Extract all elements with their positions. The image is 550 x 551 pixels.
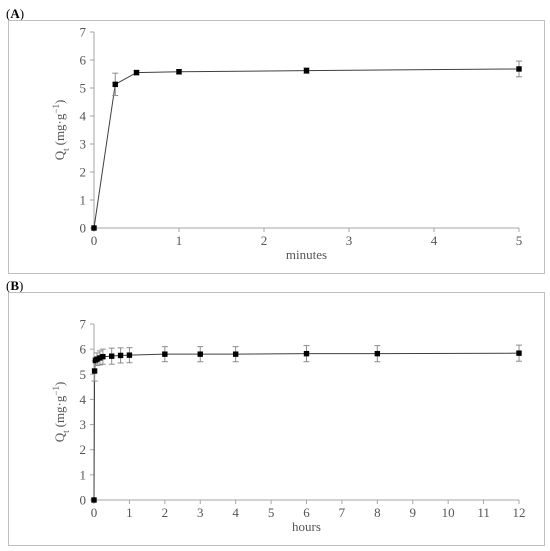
y-tick-label: 2 [80,165,87,180]
data-point [516,350,522,356]
panel-label-open: ( [6,278,11,293]
data-point [133,69,140,76]
data-point [109,353,115,359]
y-tick-label: 5 [80,367,87,382]
y-tick-label: 7 [80,317,87,332]
panel-label-a: (A) [6,6,24,22]
x-tick-label: 3 [346,233,353,248]
data-point [176,69,182,75]
data-point [91,497,97,503]
y-tick-label: 0 [80,493,87,508]
x-tick-label: 4 [431,233,438,248]
data-point [126,352,133,358]
chart-frame [8,20,545,274]
y-tick-label: 4 [80,109,87,124]
x-tick-label: 1 [176,233,183,248]
data-point [516,66,522,72]
y-label-close: ) [52,100,67,104]
data-point [117,352,124,359]
y-tick-label: 1 [80,467,87,482]
y-axis-label: Qt (mg·g−1) [51,100,71,161]
y-axis-label: Qt (mg·g−1) [51,382,71,443]
x-tick-label: 9 [410,505,417,520]
x-tick-label: 6 [303,505,310,520]
data-point [374,350,381,357]
data-point [91,368,98,374]
chart-frame [8,292,545,546]
x-tick-label: 5 [516,233,523,248]
panel-label-letter: B [10,278,20,293]
data-point [303,67,310,74]
x-tick-label: 3 [197,505,204,520]
data-point [303,350,310,357]
y-tick-label: 3 [80,417,87,432]
data-point [112,81,118,88]
y-label-unit: (mg·g [52,395,67,427]
y-label-close: ) [52,382,67,386]
panel-label-close: ) [19,278,24,293]
x-tick-label: 4 [232,505,239,520]
y-tick-label: 6 [80,53,87,68]
y-tick-label: 2 [80,442,87,457]
y-label-exp: −1 [51,104,61,114]
data-point [162,351,168,357]
y-label-unit: (mg·g [52,113,67,145]
x-tick-label: 0 [91,505,98,520]
y-label-sub: t [61,430,71,433]
series-line [93,68,520,229]
x-tick-label: 0 [91,233,98,248]
data-point [97,355,103,361]
series-line [93,352,520,501]
y-label-sub: t [61,148,71,151]
data-point [232,351,239,357]
panel-label-b: (B) [6,278,23,294]
y-tick-label: 1 [80,193,87,208]
data-point [94,356,100,362]
panel-label-letter: A [10,6,20,21]
data-point [100,353,106,360]
y-label-main: Q [52,150,67,160]
x-tick-label: 8 [374,505,381,520]
y-tick-label: 6 [80,342,87,357]
y-tick-label: 3 [80,137,87,152]
chart-a: 0 1 2 3 4 5 6 7 0 1 2 3 4 5 minutes Qt (mg·g−1) [8,20,545,274]
x-tick-label: 5 [268,505,275,520]
panel-label-close: ) [19,6,25,21]
y-tick-label: 7 [80,25,87,40]
x-tick-label: 7 [339,505,346,520]
y-tick-label: 0 [80,221,87,236]
x-tick-label: 12 [513,505,526,520]
panel-label-open: ( [6,6,11,21]
data-point [197,351,203,357]
y-tick-label: 5 [80,81,87,96]
x-axis-label: minutes [286,247,327,262]
y-tick-label: 4 [80,392,87,407]
x-axis-label: hours [292,519,321,534]
x-tick-label: 10 [442,505,455,520]
y-label-main: Q [52,432,67,442]
x-tick-label: 11 [477,505,490,520]
x-tick-label: 2 [162,505,169,520]
x-tick-label: 1 [126,505,133,520]
data-point [91,225,97,231]
x-tick-label: 2 [261,233,268,248]
y-label-exp: −1 [51,386,61,396]
